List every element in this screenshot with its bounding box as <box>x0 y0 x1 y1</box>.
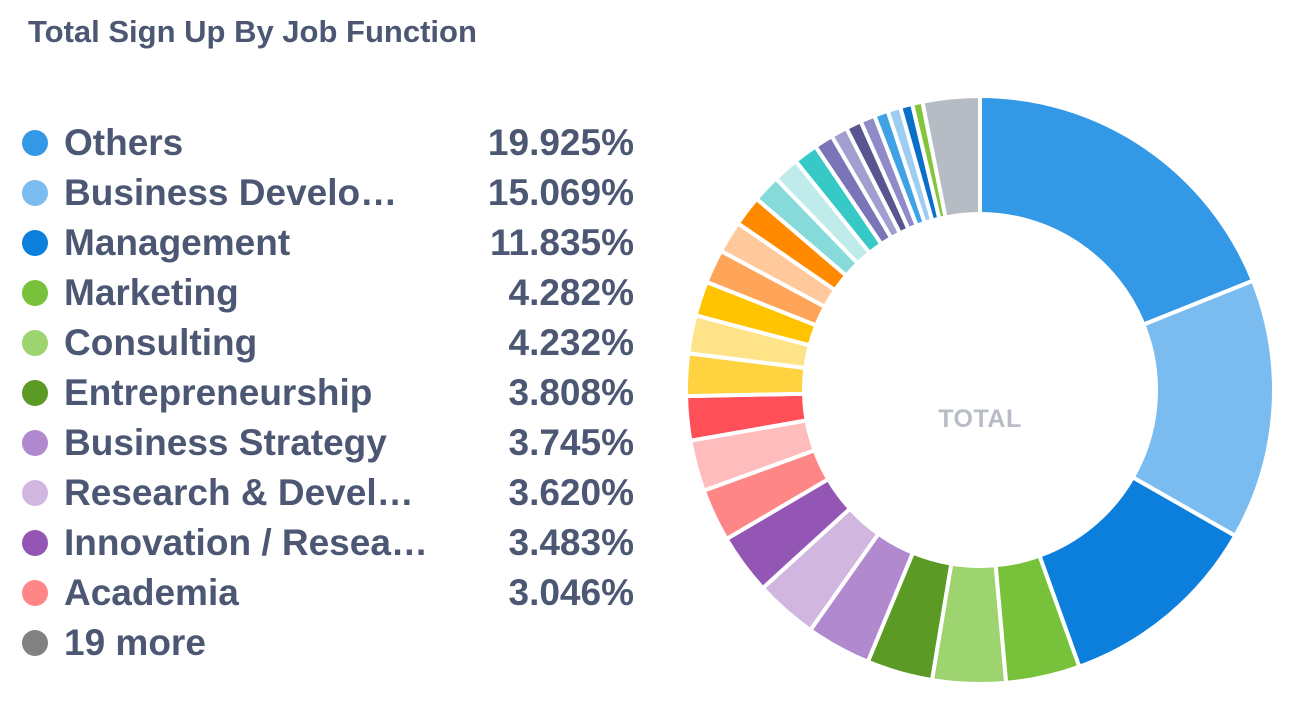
legend-item[interactable]: Consulting 4.232% <box>22 318 634 368</box>
legend-value: 3.808% <box>508 372 635 413</box>
legend-item[interactable]: Research & Devel… 3.620% <box>22 468 634 518</box>
legend-label: Consulting <box>64 322 258 363</box>
legend-value: 3.620% <box>508 472 635 513</box>
legend-value: 19.925% <box>487 122 634 163</box>
legend-more-item[interactable]: 19 more <box>22 618 634 668</box>
legend-label: Innovation / Resea… <box>64 522 428 563</box>
legend-label: Entrepreneurship <box>64 372 373 413</box>
legend-item[interactable]: Innovation / Resea… 3.483% <box>22 518 634 568</box>
legend-label: Marketing <box>64 272 239 313</box>
legend-color-dot <box>22 580 48 606</box>
legend-value: 3.046% <box>508 572 635 613</box>
legend-value: 4.232% <box>508 322 635 363</box>
legend-color-dot <box>22 280 48 306</box>
legend-color-dot <box>22 180 48 206</box>
legend: Others 19.925% Business Develo… 15.069% Mana… <box>22 118 634 668</box>
donut-slice[interactable] <box>978 94 1255 327</box>
legend-color-dot <box>22 380 48 406</box>
legend-value: 4.282% <box>508 272 635 313</box>
legend-item[interactable]: Academia 3.046% <box>22 568 634 618</box>
legend-label: Business Strategy <box>64 422 387 463</box>
legend-item[interactable]: Others 19.925% <box>22 118 634 168</box>
legend-value: 15.069% <box>487 172 634 213</box>
legend-more-label: 19 more <box>64 622 206 663</box>
legend-value: 11.835% <box>489 222 634 263</box>
legend-value: 3.745% <box>508 422 635 463</box>
legend-color-dot <box>22 480 48 506</box>
donut-slices <box>684 94 1276 686</box>
legend-color-dot <box>22 630 48 656</box>
legend-label: Academia <box>64 572 239 613</box>
legend-color-dot <box>22 330 48 356</box>
legend-label: Research & Devel… <box>64 472 414 513</box>
legend-item[interactable]: Management 11.835% <box>22 218 634 268</box>
legend-color-dot <box>22 230 48 256</box>
legend-label: Management <box>64 222 291 263</box>
legend-item[interactable]: Marketing 4.282% <box>22 268 634 318</box>
donut-slice[interactable] <box>920 94 982 220</box>
legend-item[interactable]: Business Develo… 15.069% <box>22 168 634 218</box>
legend-label: Others <box>64 122 184 163</box>
legend-color-dot <box>22 530 48 556</box>
legend-item[interactable]: Business Strategy 3.745% <box>22 418 634 468</box>
legend-value: 3.483% <box>508 522 635 563</box>
legend-item[interactable]: Entrepreneurship 3.808% <box>22 368 634 418</box>
card-title: Total Sign Up By Job Function <box>28 14 477 49</box>
donut-chart: TOTAL <box>684 94 1276 686</box>
legend-color-dot <box>22 130 48 156</box>
legend-color-dot <box>22 430 48 456</box>
legend-label: Business Develo… <box>64 172 398 213</box>
center-total-label: TOTAL <box>938 405 1022 433</box>
